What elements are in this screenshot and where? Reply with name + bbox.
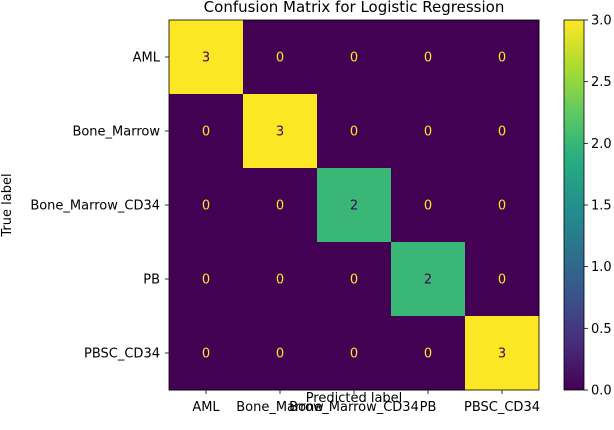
x-tick-label: Bone_Marrow xyxy=(236,400,324,415)
cell-value-label: 0 xyxy=(424,199,432,214)
heatmap-cell xyxy=(391,316,466,391)
heatmap-cell xyxy=(465,20,540,95)
heatmap-cell xyxy=(243,20,318,95)
cell-value-label: 0 xyxy=(424,347,432,362)
heatmap-cell xyxy=(169,94,244,169)
colorbar-tick-label: 2.0 xyxy=(591,137,612,152)
cell-value-label: 0 xyxy=(498,51,506,66)
chart-title: Confusion Matrix for Logistic Regression xyxy=(204,0,505,16)
cell-value-label: 2 xyxy=(350,199,358,214)
y-tick-label: Bone_Marrow xyxy=(72,125,160,140)
cell-value-label: 0 xyxy=(350,347,358,362)
x-tick-label: AML xyxy=(192,400,220,415)
colorbar-tick-label: 0.0 xyxy=(591,384,612,399)
cell-value-label: 0 xyxy=(498,273,506,288)
heatmap-cell xyxy=(243,316,318,391)
heatmap-cell xyxy=(391,94,466,169)
colorbar-tick-label: 3.0 xyxy=(591,14,612,29)
colorbar-tick-label: 2.5 xyxy=(591,75,612,90)
cell-value-label: 0 xyxy=(350,51,358,66)
colorbar-tick-label: 1.0 xyxy=(591,260,612,275)
colorbar xyxy=(563,19,585,391)
cell-value-label: 0 xyxy=(350,125,358,140)
heatmap-cell xyxy=(317,94,392,169)
cell-value-label: 0 xyxy=(424,125,432,140)
colorbar-tick-label: 1.5 xyxy=(591,199,612,214)
cell-value-label: 0 xyxy=(498,125,506,140)
cell-value-label: 0 xyxy=(276,347,284,362)
heatmap-cell xyxy=(317,168,392,243)
heatmap-cell xyxy=(391,20,466,95)
y-tick-label: PB xyxy=(143,273,160,288)
cell-value-label: 0 xyxy=(276,51,284,66)
colorbar-ticks: 0.0 0.5 1.0 1.5 2.0 2.5 3.0 xyxy=(584,14,612,399)
cell-value-label: 3 xyxy=(498,347,506,362)
x-axis-label: Predicted label xyxy=(306,391,403,406)
y-axis-label: True label xyxy=(0,173,15,237)
heatmap-cell xyxy=(243,242,318,317)
heatmap-cell xyxy=(391,168,466,243)
heatmap-cell xyxy=(465,94,540,169)
heatmap-cell xyxy=(465,316,540,391)
heatmap-cell xyxy=(169,168,244,243)
y-tick-label: PBSC_CD34 xyxy=(84,347,160,362)
heatmap-cell xyxy=(317,242,392,317)
y-tick-label: Bone_Marrow_CD34 xyxy=(30,199,160,214)
cell-value-label: 0 xyxy=(276,199,284,214)
x-tick-label: PBSC_CD34 xyxy=(464,400,540,415)
cell-value-label: 0 xyxy=(202,125,210,140)
cell-value-label: 0 xyxy=(350,273,358,288)
heatmap-cell xyxy=(243,168,318,243)
cell-value-label: 0 xyxy=(202,199,210,214)
heatmap-cell xyxy=(169,316,244,391)
cell-value-label: 0 xyxy=(202,347,210,362)
heatmap-cell xyxy=(169,20,244,95)
x-tick-label: Bone_Marrow_CD34 xyxy=(289,400,419,415)
cell-value-label: 2 xyxy=(424,273,432,288)
heatmap-cells xyxy=(169,20,540,391)
heatmap-value-labels: 3 0 0 0 0 0 3 0 0 0 0 0 2 0 0 0 0 0 2 0 0 0 0 0 3 xyxy=(202,51,506,362)
y-axis-ticks: AML Bone_Marrow Bone_Marrow_CD34 PB PBSC_CD3… xyxy=(30,51,169,362)
colorbar-tick-label: 0.5 xyxy=(591,322,612,337)
heatmap-cell xyxy=(317,316,392,391)
heatmap-cell xyxy=(391,242,466,317)
heatmap-cell xyxy=(243,94,318,169)
heatmap-cell xyxy=(317,20,392,95)
cell-value-label: 0 xyxy=(202,273,210,288)
cell-value-label: 0 xyxy=(276,273,284,288)
heatmap-cell xyxy=(465,168,540,243)
cell-value-label: 3 xyxy=(202,51,210,66)
cell-value-label: 0 xyxy=(424,51,432,66)
cell-value-label: 3 xyxy=(276,125,284,140)
cell-value-label: 0 xyxy=(498,199,506,214)
x-tick-label: PB xyxy=(420,400,437,415)
y-tick-label: AML xyxy=(133,51,161,66)
heatmap-cell xyxy=(465,242,540,317)
heatmap-cell xyxy=(169,242,244,317)
